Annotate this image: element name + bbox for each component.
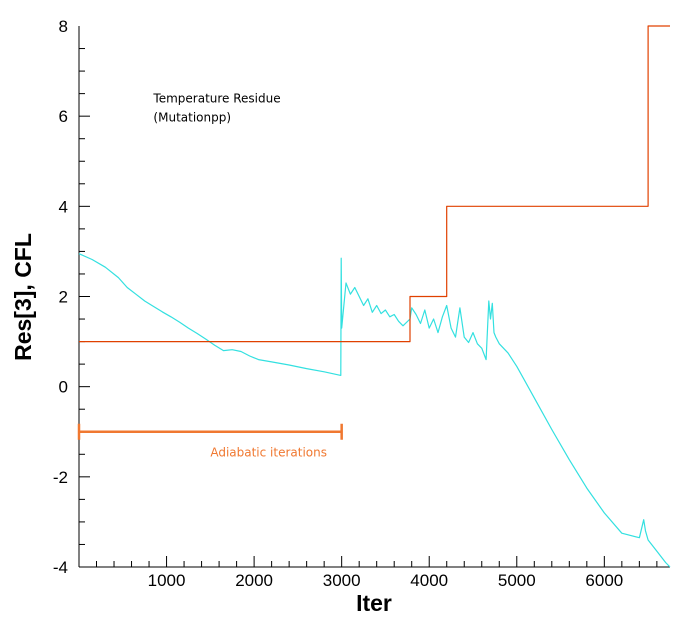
x-ticks: 1000 2000 3000 4000 5000 6000 (96, 556, 658, 590)
x-tick-label: 6000 (585, 571, 623, 590)
y-tick-label: 4 (59, 197, 68, 216)
y-tick-label: 0 (59, 378, 68, 397)
annotation: Temperature Residue (Mutationpp) (152, 92, 280, 125)
y-tick-label: 2 (59, 288, 68, 307)
annotation-layer: Temperature Residue (Mutationpp) Adiabatic… (152, 92, 327, 460)
x-tick-label: 2000 (235, 571, 273, 590)
x-tick-label: 3000 (323, 571, 361, 590)
y-axis-title: Res[3], CFL (10, 233, 36, 361)
y-tick-label: -4 (53, 558, 68, 577)
x-tick-label: 1000 (148, 571, 186, 590)
annotation-line: (Mutationpp) (153, 111, 231, 125)
annotation: Adiabatic iterations (210, 446, 327, 460)
y-tick-label: -2 (53, 468, 68, 487)
annotation-line: Temperature Residue (152, 92, 280, 106)
y-ticks: -4 -2 0 2 4 6 8 (53, 17, 90, 577)
series-layer (78, 25, 671, 568)
x-axis-title: Iter (356, 590, 392, 616)
cfl-line (79, 25, 670, 343)
x-tick-label: 4000 (410, 571, 448, 590)
axes (78, 26, 670, 568)
y-tick-label: 6 (59, 107, 68, 126)
residual-line (78, 253, 671, 568)
adiabatic-bracket (77, 423, 343, 440)
y-tick-label: 8 (59, 17, 68, 36)
x-tick-label: 5000 (498, 571, 536, 590)
